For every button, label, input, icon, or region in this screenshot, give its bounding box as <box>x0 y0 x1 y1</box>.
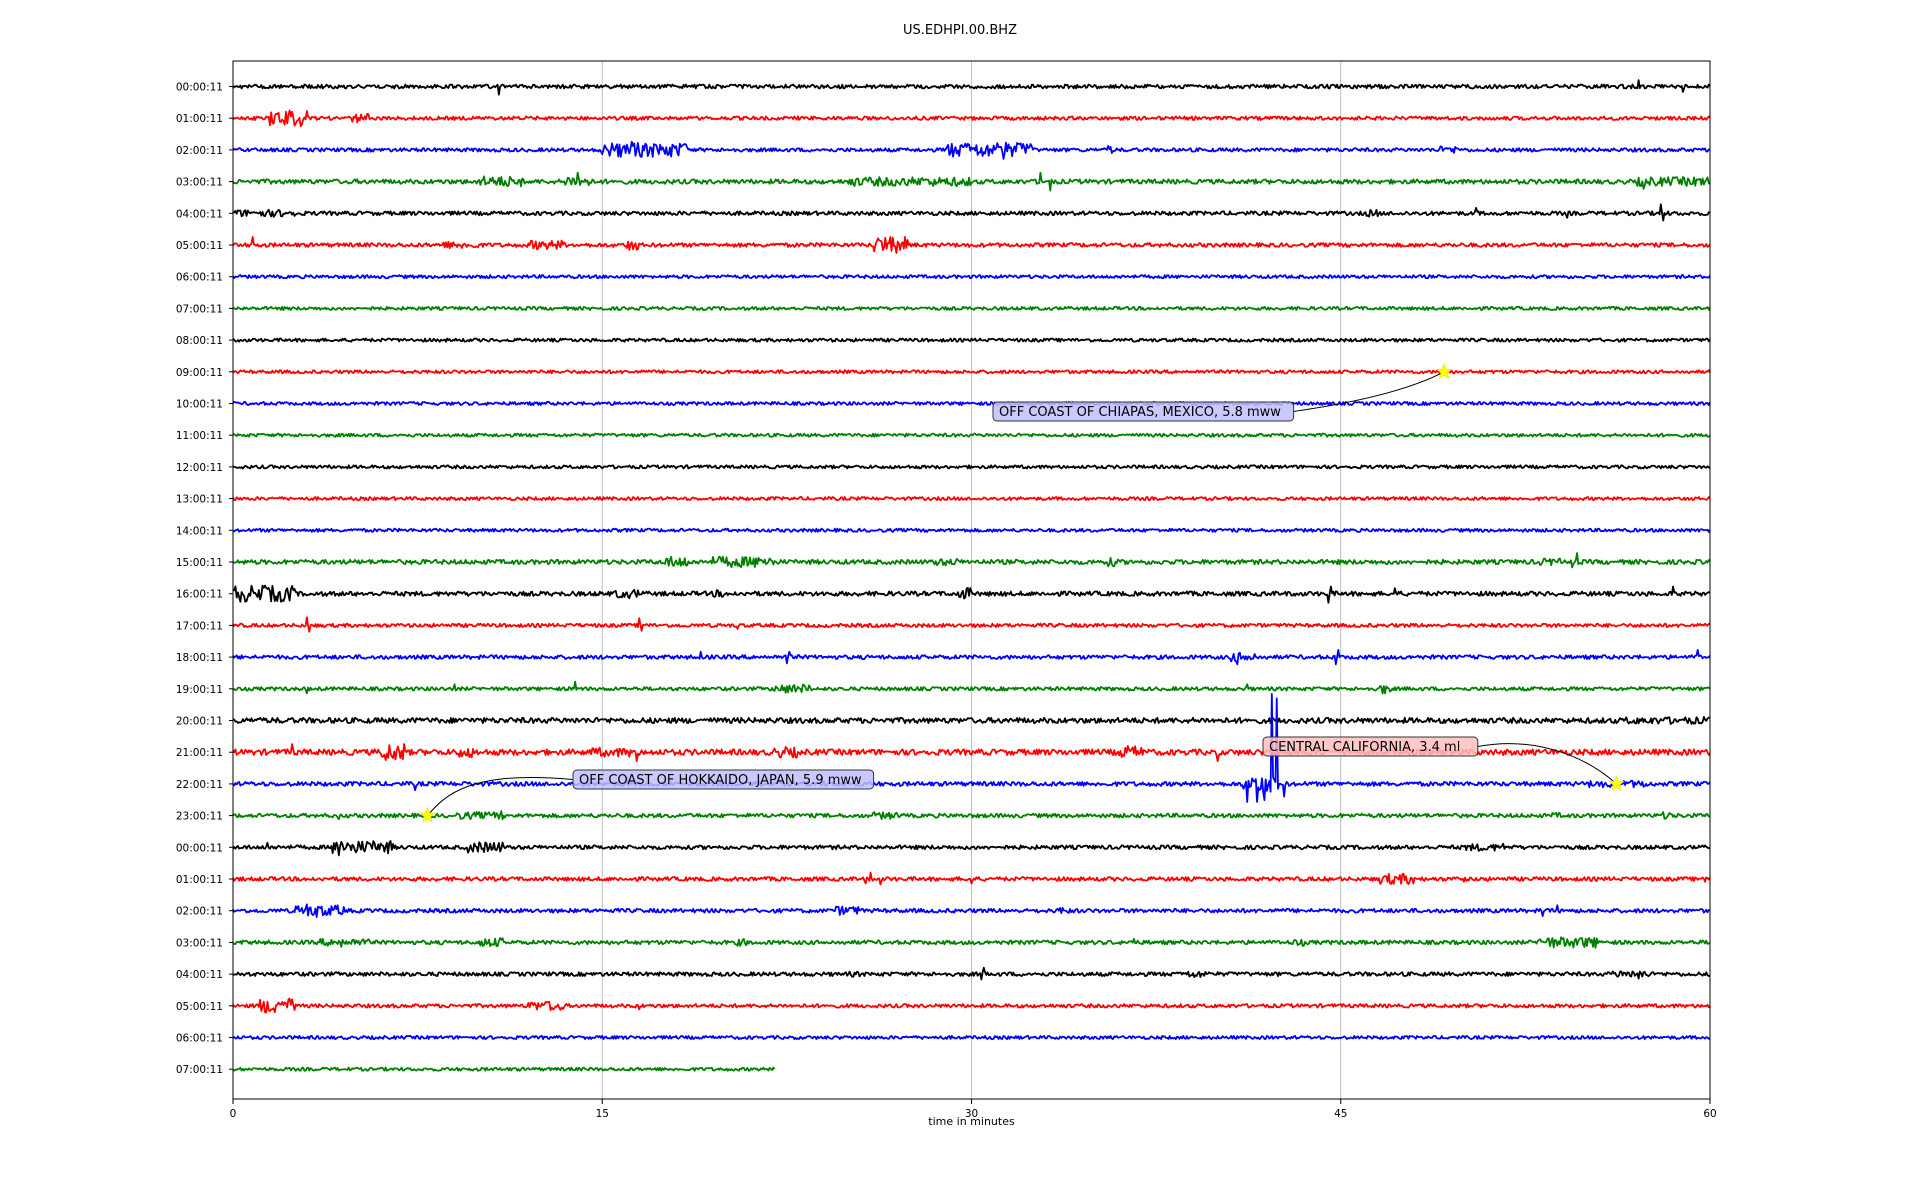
trace-row-22 <box>232 693 1711 803</box>
row-label-14: 14:00:11 <box>176 525 223 537</box>
trace-row-25 <box>232 871 1711 886</box>
row-label-31: 07:00:11 <box>176 1064 223 1076</box>
event-leader-line-2 <box>427 776 574 816</box>
event-label-0: OFF COAST OF CHIAPAS, MEXICO, 5.8 mww <box>999 405 1281 420</box>
row-label-20: 20:00:11 <box>176 716 223 728</box>
trace-row-18 <box>232 649 1711 666</box>
event-leader-line-0 <box>1293 371 1445 412</box>
row-label-26: 02:00:11 <box>176 906 223 918</box>
row-label-27: 03:00:11 <box>176 937 223 949</box>
event-star-marker-1 <box>1608 775 1625 792</box>
row-labels: 00:00:11 01:00:11 02:00:11 03:00:11 04:00:11… <box>176 82 233 1076</box>
trace-row-24 <box>232 840 1711 857</box>
trace-row-23 <box>232 810 1711 821</box>
x-tick-label-1: 15 <box>596 1108 609 1120</box>
row-label-2: 02:00:11 <box>176 145 223 157</box>
event-star-marker-2 <box>419 806 436 823</box>
trace-row-31 <box>232 1066 776 1072</box>
row-label-23: 23:00:11 <box>176 811 223 823</box>
trace-row-9 <box>232 369 1711 375</box>
event-annotation-2: OFF COAST OF HOKKAIDO, JAPAN, 5.9 mww <box>419 769 875 823</box>
trace-row-8 <box>232 337 1711 343</box>
x-axis-label: time in minutes <box>928 1115 1015 1128</box>
trace-group <box>232 79 1711 1072</box>
row-label-13: 13:00:11 <box>176 494 223 506</box>
x-tick-label-0: 0 <box>230 1108 237 1120</box>
row-label-1: 01:00:11 <box>176 113 223 125</box>
row-label-12: 12:00:11 <box>176 462 223 474</box>
chart-title: US.EDHPI.00.BHZ <box>903 23 1017 38</box>
trace-row-29 <box>232 997 1711 1014</box>
grid-lines <box>601 61 1342 1099</box>
trace-row-15 <box>232 552 1711 569</box>
row-label-4: 04:00:11 <box>176 208 223 220</box>
row-label-15: 15:00:11 <box>176 557 223 569</box>
row-label-17: 17:00:11 <box>176 620 223 632</box>
event-star-marker-0 <box>1435 362 1453 379</box>
trace-row-0 <box>232 79 1711 96</box>
trace-row-26 <box>232 903 1711 918</box>
trace-row-3 <box>232 171 1711 192</box>
trace-row-7 <box>232 305 1711 311</box>
row-label-25: 01:00:11 <box>176 874 223 886</box>
event-leader-line-1 <box>1477 743 1617 785</box>
trace-row-19 <box>232 680 1711 695</box>
row-label-21: 21:00:11 <box>176 747 223 759</box>
row-label-19: 19:00:11 <box>176 684 223 696</box>
row-label-9: 09:00:11 <box>176 367 223 379</box>
trace-row-14 <box>232 527 1711 533</box>
x-tick-label-3: 45 <box>1334 1108 1347 1120</box>
row-label-22: 22:00:11 <box>176 779 223 791</box>
trace-row-12 <box>232 464 1711 470</box>
event-label-1: CENTRAL CALIFORNIA, 3.4 ml <box>1269 740 1460 755</box>
trace-row-17 <box>232 616 1711 633</box>
row-label-8: 08:00:11 <box>176 335 223 347</box>
row-label-18: 18:00:11 <box>176 652 223 664</box>
trace-row-4 <box>232 203 1711 222</box>
event-label-box-1 <box>1262 736 1479 757</box>
trace-row-20 <box>232 716 1711 725</box>
trace-row-27 <box>232 936 1711 949</box>
trace-row-30 <box>232 1034 1711 1041</box>
trace-row-11 <box>232 432 1711 438</box>
row-label-3: 03:00:11 <box>176 177 223 189</box>
row-label-16: 16:00:11 <box>176 589 223 601</box>
trace-row-2 <box>232 140 1711 160</box>
event-label-box-2 <box>572 769 875 790</box>
trace-row-13 <box>232 496 1711 502</box>
x-axis-ticks: 0 15 30 45 60 <box>230 1099 1717 1120</box>
x-tick-label-2: 30 <box>965 1108 978 1120</box>
row-label-6: 06:00:11 <box>176 272 223 284</box>
row-label-11: 11:00:11 <box>176 430 223 442</box>
row-label-29: 05:00:11 <box>176 1001 223 1013</box>
event-annotation-1: CENTRAL CALIFORNIA, 3.4 ml <box>1262 736 1625 792</box>
trace-row-6 <box>232 274 1711 280</box>
event-label-box-0 <box>992 401 1295 422</box>
trace-row-5 <box>232 236 1711 254</box>
row-label-28: 04:00:11 <box>176 969 223 981</box>
row-label-24: 00:00:11 <box>176 842 223 854</box>
x-tick-label-4: 60 <box>1703 1108 1716 1120</box>
event-annotations: OFF COAST OF CHIAPAS, MEXICO, 5.8 mww CEN… <box>419 362 1625 823</box>
row-label-10: 10:00:11 <box>176 399 223 411</box>
trace-row-10 <box>232 400 1711 407</box>
trace-row-16 <box>232 584 1711 604</box>
row-label-30: 06:00:11 <box>176 1033 223 1045</box>
row-label-0: 00:00:11 <box>176 82 223 94</box>
event-label-2: OFF COAST OF HOKKAIDO, JAPAN, 5.9 mww <box>579 773 862 788</box>
event-annotation-0: OFF COAST OF CHIAPAS, MEXICO, 5.8 mww <box>992 362 1453 422</box>
trace-row-1 <box>232 109 1711 127</box>
trace-row-28 <box>232 966 1711 981</box>
row-label-5: 05:00:11 <box>176 240 223 252</box>
row-label-7: 07:00:11 <box>176 303 223 315</box>
